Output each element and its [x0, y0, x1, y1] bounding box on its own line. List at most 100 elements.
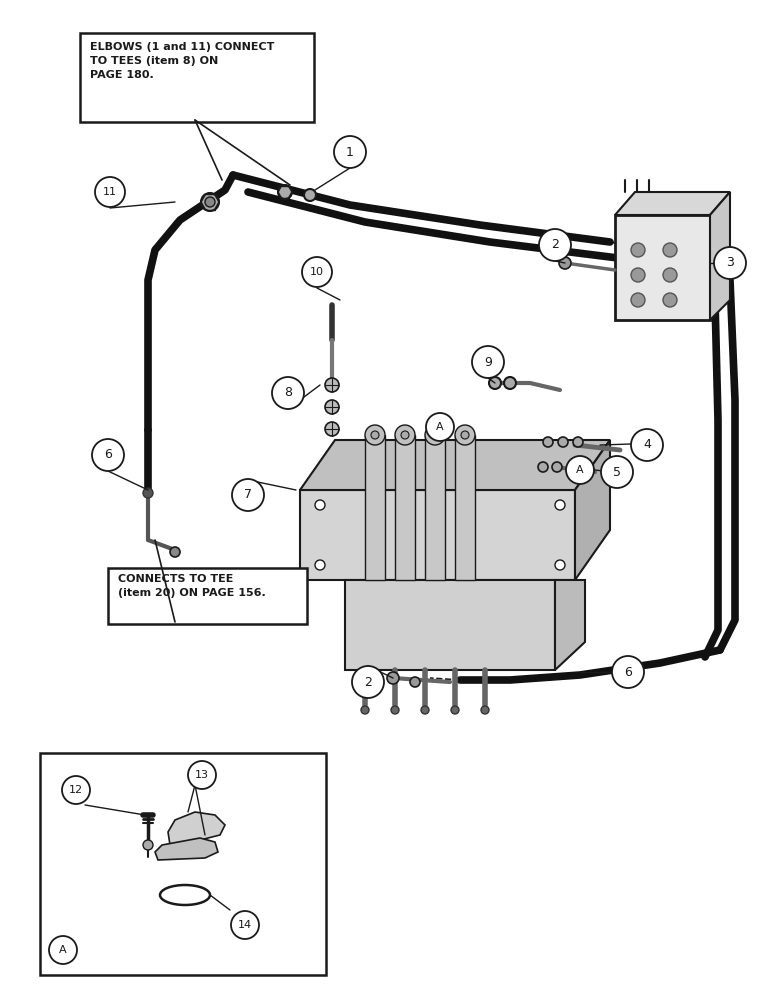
Circle shape: [401, 431, 409, 439]
Polygon shape: [168, 812, 225, 845]
Polygon shape: [300, 490, 575, 580]
Circle shape: [631, 429, 663, 461]
Circle shape: [558, 437, 568, 447]
Circle shape: [231, 911, 259, 939]
Polygon shape: [455, 435, 475, 580]
Circle shape: [232, 479, 264, 511]
Text: A: A: [59, 945, 67, 955]
Circle shape: [371, 431, 379, 439]
Circle shape: [472, 346, 504, 378]
Circle shape: [539, 229, 571, 261]
Circle shape: [555, 500, 565, 510]
Circle shape: [431, 431, 439, 439]
Text: 2: 2: [551, 238, 559, 251]
Circle shape: [143, 840, 153, 850]
Circle shape: [559, 257, 571, 269]
Polygon shape: [615, 192, 730, 215]
Text: ELBOWS (1 and 11) CONNECT
TO TEES (item 8) ON
PAGE 180.: ELBOWS (1 and 11) CONNECT TO TEES (item …: [90, 42, 274, 80]
Text: 13: 13: [195, 770, 209, 780]
Circle shape: [573, 437, 583, 447]
Circle shape: [304, 189, 316, 201]
Text: 4: 4: [643, 438, 651, 452]
Polygon shape: [155, 838, 218, 860]
Polygon shape: [555, 580, 585, 670]
Circle shape: [451, 706, 459, 714]
Text: 7: 7: [244, 488, 252, 502]
Text: 8: 8: [284, 386, 292, 399]
Circle shape: [278, 185, 292, 199]
Text: 6: 6: [104, 448, 112, 462]
Circle shape: [552, 462, 562, 472]
Circle shape: [631, 243, 645, 257]
Circle shape: [631, 268, 645, 282]
Polygon shape: [710, 192, 730, 320]
Circle shape: [410, 677, 420, 687]
Polygon shape: [345, 580, 555, 670]
Polygon shape: [575, 440, 610, 580]
Circle shape: [504, 377, 516, 389]
Circle shape: [425, 425, 445, 445]
Text: 12: 12: [69, 785, 83, 795]
Ellipse shape: [160, 885, 210, 905]
Text: 10: 10: [310, 267, 324, 277]
Polygon shape: [615, 215, 710, 320]
Circle shape: [62, 776, 90, 804]
Polygon shape: [300, 440, 610, 490]
Circle shape: [272, 377, 304, 409]
Circle shape: [352, 666, 384, 698]
Text: 2: 2: [364, 676, 372, 688]
Circle shape: [461, 431, 469, 439]
Circle shape: [663, 268, 677, 282]
Circle shape: [631, 293, 645, 307]
Circle shape: [421, 706, 429, 714]
Circle shape: [601, 456, 633, 488]
Circle shape: [365, 425, 385, 445]
Polygon shape: [395, 435, 415, 580]
Circle shape: [612, 656, 644, 688]
Circle shape: [201, 193, 219, 211]
Circle shape: [325, 400, 339, 414]
FancyBboxPatch shape: [108, 568, 307, 624]
Circle shape: [95, 177, 125, 207]
Circle shape: [143, 488, 153, 498]
Circle shape: [566, 456, 594, 484]
Text: A: A: [436, 422, 444, 432]
Circle shape: [543, 437, 553, 447]
Circle shape: [387, 672, 399, 684]
Circle shape: [170, 547, 180, 557]
FancyBboxPatch shape: [40, 753, 326, 975]
Polygon shape: [425, 435, 445, 580]
Circle shape: [315, 500, 325, 510]
Text: 6: 6: [624, 666, 632, 678]
Circle shape: [455, 425, 475, 445]
Circle shape: [361, 706, 369, 714]
Circle shape: [538, 462, 548, 472]
Circle shape: [481, 706, 489, 714]
Circle shape: [49, 936, 77, 964]
Text: 3: 3: [726, 256, 734, 269]
Circle shape: [325, 378, 339, 392]
FancyBboxPatch shape: [80, 33, 314, 122]
Text: 11: 11: [103, 187, 117, 197]
Circle shape: [395, 425, 415, 445]
Circle shape: [426, 413, 454, 441]
Text: 5: 5: [613, 466, 621, 479]
Circle shape: [489, 377, 501, 389]
Circle shape: [663, 243, 677, 257]
Circle shape: [325, 422, 339, 436]
Text: 1: 1: [346, 145, 354, 158]
Circle shape: [391, 706, 399, 714]
Circle shape: [302, 257, 332, 287]
Text: CONNECTS TO TEE
(item 20) ON PAGE 156.: CONNECTS TO TEE (item 20) ON PAGE 156.: [118, 574, 266, 598]
Circle shape: [334, 136, 366, 168]
Text: 14: 14: [238, 920, 252, 930]
Polygon shape: [365, 435, 385, 580]
Text: A: A: [576, 465, 584, 475]
Circle shape: [555, 560, 565, 570]
Circle shape: [205, 197, 215, 207]
Circle shape: [663, 293, 677, 307]
Circle shape: [92, 439, 124, 471]
Circle shape: [315, 560, 325, 570]
Circle shape: [188, 761, 216, 789]
Circle shape: [714, 247, 746, 279]
